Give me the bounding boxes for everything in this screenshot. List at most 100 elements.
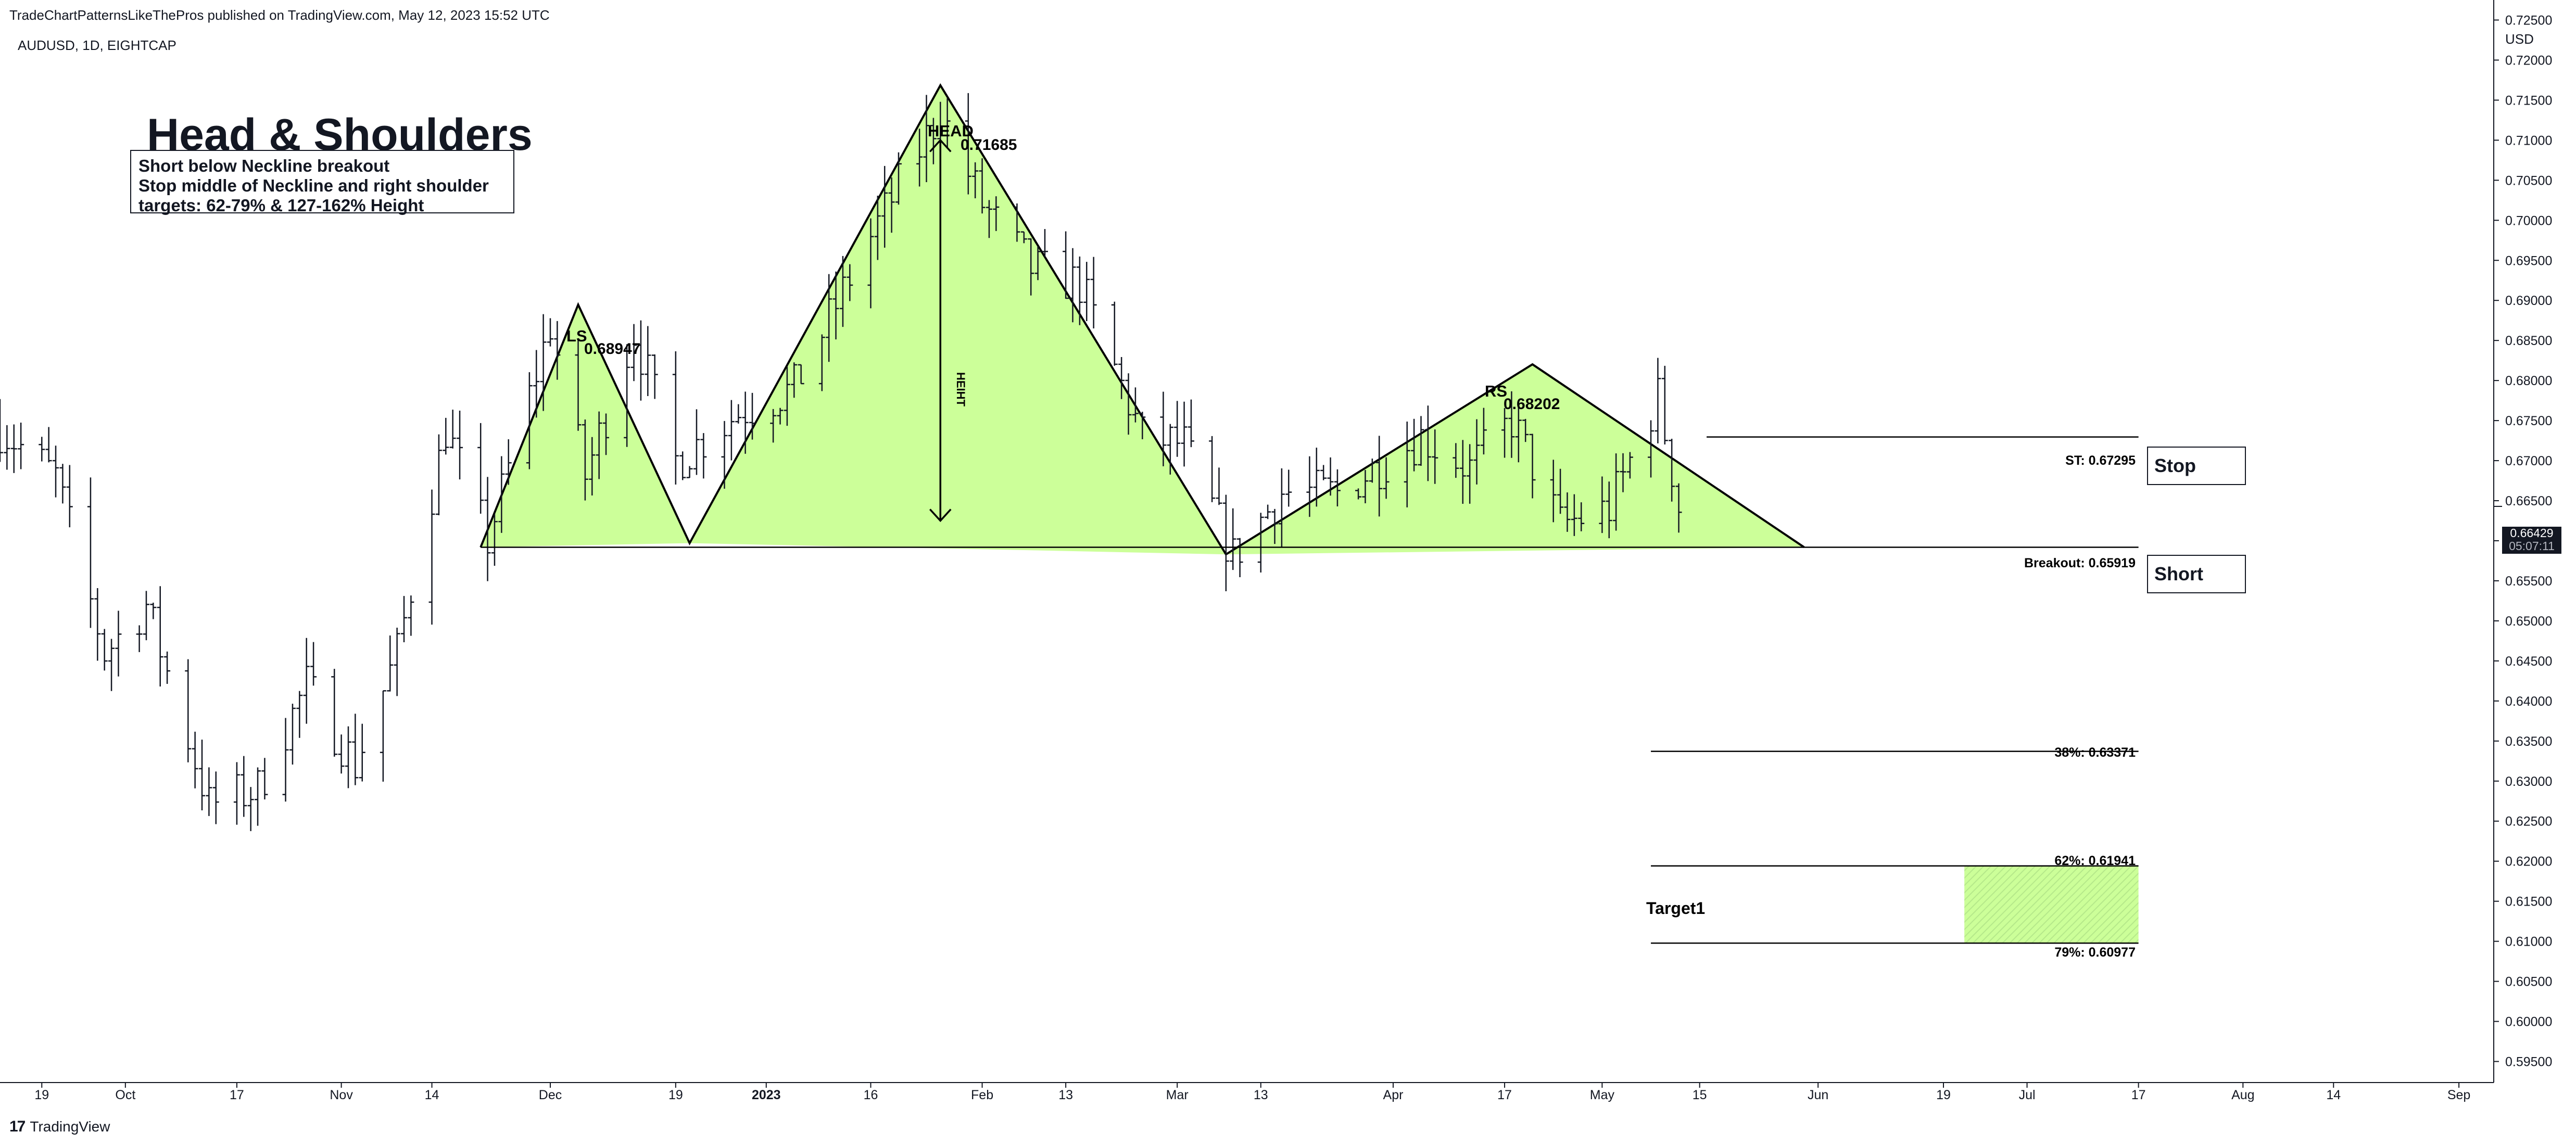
ohlc-bar: [59, 464, 66, 504]
ohlc-bar: [1473, 419, 1480, 485]
ohlc-bar: [826, 274, 832, 362]
ohlc-bar: [1661, 365, 1668, 445]
y-tick-label: 0.68000: [2505, 374, 2552, 388]
ohlc-bar: [185, 659, 192, 762]
ohlc-bar: [39, 437, 45, 462]
ohlc-bar: [4, 425, 10, 470]
x-tick-label: Jun: [1808, 1088, 1828, 1102]
ohlc-bar: [791, 362, 798, 398]
x-tick-label: 13: [1058, 1088, 1073, 1102]
ohlc-bar: [1411, 418, 1418, 472]
ohlc-bar: [630, 324, 637, 381]
ohlc-bar: [895, 152, 902, 205]
y-tick-label: 0.66500: [2505, 494, 2552, 508]
x-tick-label: 16: [864, 1088, 878, 1102]
ohlc-bar: [672, 351, 679, 485]
ohlc-bar: [45, 427, 52, 463]
ohlc-bar: [331, 669, 338, 757]
ohlc-bar: [1327, 457, 1334, 496]
ohlc-bar: [1418, 416, 1424, 466]
ohlc-bar: [1578, 502, 1585, 531]
ohlc-bar: [1606, 481, 1612, 539]
level-lines: [481, 138, 2139, 944]
ohlc-bar: [1285, 469, 1292, 507]
ohlc-bar: [1174, 401, 1181, 457]
ohlc-bar: [1139, 412, 1146, 439]
ohlc-bar: [108, 639, 115, 691]
pattern-outline: [479, 83, 1805, 556]
ohlc-bar: [484, 477, 491, 581]
x-tick-label: 19: [34, 1088, 49, 1102]
ohlc-bar: [1222, 494, 1229, 591]
ohlc-bar: [986, 200, 992, 238]
ohlc-bar: [1550, 460, 1557, 523]
ohlc-bar: [498, 456, 505, 533]
ohlc-bar: [993, 196, 1000, 231]
ohlc-bar: [847, 264, 853, 301]
currency-label: USD: [2505, 31, 2534, 47]
ohlc-bar: [401, 596, 408, 642]
right-shoulder-fill: [1226, 364, 1804, 555]
ohlc-bar: [742, 391, 749, 454]
ohlc-bar: [1265, 504, 1271, 519]
ohlc-bar: [1020, 231, 1027, 244]
ohlc-bar: [1118, 357, 1125, 399]
ohlc-bar: [1160, 391, 1167, 466]
ohlc-bar: [1655, 358, 1661, 443]
ohlc-bar: [303, 638, 310, 724]
last-price-tag: 0.66429 05:07:11: [2502, 527, 2561, 554]
fib38-label: 38%: 0.63371: [2054, 745, 2136, 760]
ohlc-bar: [749, 392, 756, 440]
ohlc-bar: [1230, 508, 1236, 570]
ohlc-bar: [1083, 262, 1090, 322]
ohlc-bar: [1404, 421, 1410, 507]
ohlc-bar: [721, 421, 728, 489]
ohlc-bar: [1459, 440, 1466, 504]
y-tick-label: 0.59500: [2505, 1055, 2552, 1070]
ohlc-bar: [944, 98, 951, 149]
x-tick-label: Dec: [539, 1088, 562, 1102]
ohlc-bar: [784, 366, 790, 426]
ohlc-bar: [1620, 453, 1626, 492]
rs-label: RS: [1485, 382, 1507, 400]
ohlc-bar: [428, 489, 435, 625]
target-label: Target1: [1646, 899, 1705, 918]
ohlc-bar: [1675, 483, 1682, 533]
ohlc-bar: [1557, 468, 1564, 514]
ohlc-bar: [1334, 469, 1341, 506]
symbol-line[interactable]: AUDUSD, 1D, EIGHTCAP: [18, 37, 176, 53]
ohlc-bar: [651, 354, 658, 399]
y-tick-label: 0.60500: [2505, 975, 2552, 989]
ohlc-bar: [115, 610, 122, 677]
ohlc-bar: [547, 318, 554, 347]
ohlc-bar: [1236, 538, 1243, 577]
ohlc-bar: [491, 514, 498, 566]
ohlc-bar: [66, 465, 73, 528]
ohlc-bar: [241, 756, 247, 817]
ohlc-bar: [679, 451, 686, 480]
ohlc-bar: [150, 602, 157, 619]
ohlc-bar: [1306, 456, 1313, 517]
ohlc-bar: [1376, 436, 1383, 517]
ohlc-bar: [554, 321, 561, 380]
ohlc-bar: [247, 787, 254, 831]
ohlc-bar: [818, 334, 825, 391]
tradingview-logo[interactable]: 17 TradingView: [9, 1118, 110, 1136]
ohlc-bar: [345, 726, 351, 788]
ohlc-bar: [408, 595, 414, 636]
ohlc-bar: [526, 372, 533, 469]
x-tick-label: May: [1590, 1088, 1615, 1102]
ohlc-bar: [686, 466, 693, 478]
strategy-note: Short below Neckline breakout Stop middl…: [130, 150, 514, 215]
y-tick-label: 0.65500: [2505, 574, 2552, 589]
ohlc-bar: [881, 166, 888, 248]
ohlc-bar: [94, 588, 101, 661]
y-tick-label: 0.70000: [2505, 213, 2552, 228]
ohlc-bar: [1355, 488, 1362, 500]
ohlc-bar: [1571, 494, 1577, 536]
ohlc-bar: [1216, 467, 1222, 505]
ohlc-bar: [645, 326, 651, 396]
ohlc-bar: [10, 424, 17, 473]
ohlc-bar: [255, 767, 261, 826]
